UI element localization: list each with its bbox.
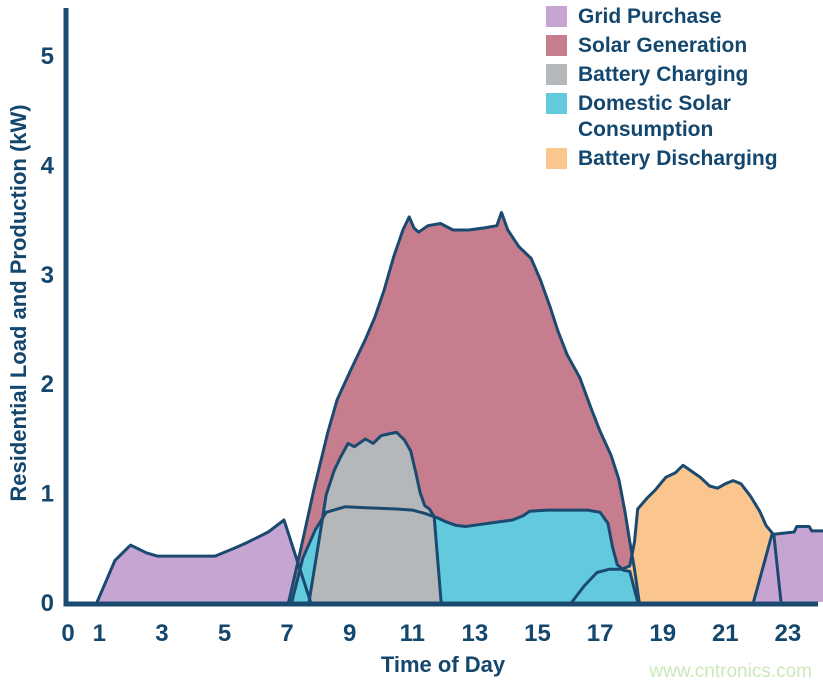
x-tick-label-5: 5 [218, 620, 231, 647]
legend-label-battery_charging: Battery Charging [578, 63, 749, 86]
area-outline-solar_generation [287, 211, 641, 604]
x-tick-label-3: 3 [155, 620, 168, 647]
legend-item-battery_discharging: Battery Discharging [546, 146, 808, 172]
legend-label-domestic_solar_consumption: Domestic Solar Consumption [578, 92, 731, 141]
area-fill-grid_purchase [97, 520, 311, 602]
legend-swatch-grid_purchase [546, 6, 567, 27]
y-tick-label-5: 5 [41, 43, 54, 70]
y-axis-title: Residential Load and Production (kW) [6, 104, 31, 502]
area-outline-grid_purchase [772, 525, 823, 604]
x-tick-label-17: 17 [587, 620, 614, 647]
area-fill-battery_discharging [571, 465, 773, 602]
x-tick-label-7: 7 [280, 620, 293, 647]
legend-item-domestic_solar_consumption: Domestic Solar Consumption [546, 91, 808, 143]
area-fill-grid_purchase [753, 526, 823, 602]
x-tick-label-0: 0 [61, 620, 74, 647]
legend-swatch-battery_charging [546, 64, 567, 85]
legend-swatch-battery_discharging [546, 148, 567, 169]
legend-item-battery_charging: Battery Charging [546, 62, 808, 88]
x-tick-label-13: 13 [462, 620, 489, 647]
x-tick-label-19: 19 [649, 620, 676, 647]
x-tick-label-9: 9 [343, 620, 356, 647]
area-outline-battery_charging [307, 430, 443, 604]
x-axis-title: Time of Day [380, 652, 506, 677]
legend-swatch-solar_generation [546, 35, 567, 56]
legend: Grid Purchase Solar Generation Battery Cha… [546, 4, 808, 175]
legend-label-solar_generation: Solar Generation [578, 34, 748, 57]
y-tick-label-0: 0 [41, 590, 54, 617]
legend-item-grid_purchase: Grid Purchase [546, 4, 808, 30]
area-fill-battery_charging [309, 432, 442, 602]
area-outline-grid_purchase [95, 518, 313, 604]
y-tick-label-3: 3 [41, 262, 54, 289]
y-tick-label-2: 2 [41, 371, 54, 398]
x-tick-label-21: 21 [712, 620, 739, 647]
y-tick-label-4: 4 [41, 152, 55, 179]
legend-swatch-domestic_solar_consumption [546, 93, 567, 114]
legend-item-solar_generation: Solar Generation [546, 33, 808, 59]
x-tick-label-23: 23 [775, 620, 802, 647]
watermark-text: www.cntronics.com [649, 661, 812, 682]
y-tick-label-1: 1 [41, 481, 54, 508]
area-outline-domestic_solar_consumption [290, 505, 640, 604]
x-tick-label-15: 15 [524, 620, 551, 647]
x-tick-label-1: 1 [93, 620, 106, 647]
x-tick-label-11: 11 [400, 620, 425, 647]
legend-label-battery_discharging: Battery Discharging [578, 147, 778, 170]
legend-label-grid_purchase: Grid Purchase [578, 5, 722, 28]
